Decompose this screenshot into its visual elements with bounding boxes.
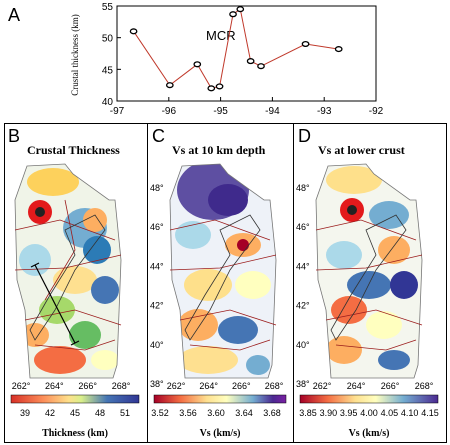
colorbar-tick-labels: 3.85 3.90 3.95 4.00 4.05 4.10 4.15 — [299, 408, 439, 418]
y-tick-label: 44° — [296, 261, 310, 271]
panel-c-title: Vs at 10 km depth — [172, 143, 266, 157]
data-point — [229, 11, 237, 18]
colorbar-tick-label: 3.90 — [320, 408, 338, 418]
x-tick-label: 268° — [415, 381, 434, 391]
y-tick-label: 48° — [150, 183, 164, 193]
x-tick-labels: 262° 264° 266° 268° — [313, 381, 434, 391]
y-tick-label: 38° — [296, 379, 310, 389]
x-tick-label: 264° — [347, 381, 366, 391]
data-point — [246, 58, 255, 65]
colorbar-tick-label: 39 — [20, 408, 30, 418]
x-tick-label: 262° — [313, 381, 332, 391]
colorbar-tick-label: 3.68 — [263, 408, 281, 418]
colorbar-tick-label: 4.10 — [401, 408, 419, 418]
data-point — [193, 61, 202, 68]
panel-b-label: B — [8, 126, 21, 146]
colorbar-tick-label: 3.56 — [179, 408, 197, 418]
y-tick-labels: 48° 46° 44° 42° 40° 38° — [296, 183, 310, 389]
y-tick-label: 40 — [102, 97, 114, 108]
colorbar-tick-label: 45 — [70, 408, 80, 418]
data-point — [207, 85, 216, 92]
crustal-thickness-profile-chart: 40 45 50 55 -97 -96 -95 -94 -93 -92 Crustal thic… — [70, 2, 384, 117]
y-axis-label: Crustal thickness (km) — [70, 14, 80, 96]
data-point — [215, 83, 224, 90]
panel-d-title: Vs at lower crust — [318, 143, 405, 157]
data-point — [165, 82, 174, 89]
colorbar-tick-label: 3.64 — [235, 408, 253, 418]
y-tick-label: 40° — [150, 340, 164, 350]
colorbar-tick-labels: 39 42 45 48 51 — [20, 408, 130, 418]
colorbar — [10, 394, 140, 404]
x-tick-label: 266° — [78, 381, 97, 391]
vs-lower-crust-map: 48° 46° 44° 42° 40° 38° 262° 264° 266° 268° 3.85… — [296, 163, 439, 439]
panel-c-label: C — [152, 126, 165, 146]
y-tick-label: 40° — [296, 340, 310, 350]
data-point — [236, 6, 245, 13]
x-tick-label: -96 — [162, 106, 177, 117]
colorbar-tick-labels: 3.52 3.56 3.60 3.64 3.68 — [151, 408, 281, 418]
x-tick-labels: 262° 264° 266° 268° — [167, 381, 284, 391]
plot-frame — [116, 5, 377, 102]
y-tick-labels: 40 45 50 55 — [102, 2, 121, 108]
data-point — [301, 40, 310, 48]
thickness-field — [15, 164, 121, 378]
y-tick-label: 48° — [296, 183, 310, 193]
data-point — [334, 46, 343, 53]
x-tick-label: 264° — [45, 381, 64, 391]
colorbar-label: Vs (km/s) — [349, 428, 390, 439]
colorbar-label: Vs (km/s) — [200, 428, 241, 439]
x-tick-label: -97 — [110, 106, 125, 117]
thickness-series — [129, 6, 343, 92]
y-tick-label: 42° — [150, 301, 164, 311]
colorbar-tick-label: 48 — [95, 408, 105, 418]
vs-10km-map: 48° 46° 44° 42° 40° 38° 262° 264° 266° 268° 3.52… — [150, 163, 287, 439]
x-tick-label: 268° — [265, 381, 284, 391]
data-point — [257, 63, 265, 70]
colorbar-tick-label: 4.00 — [360, 408, 378, 418]
panel-b-title: Crustal Thickness — [27, 143, 120, 157]
colorbar — [153, 394, 287, 404]
colorbar-tick-label: 3.85 — [299, 408, 317, 418]
x-tick-label: 264° — [199, 381, 218, 391]
panel-a-label: A — [8, 5, 21, 25]
x-tick-labels: 262° 264° 266° 268° — [12, 381, 131, 391]
colorbar-tick-label: 3.95 — [340, 408, 358, 418]
mcr-annotation: MCR — [206, 28, 236, 43]
y-tick-label: 46° — [296, 222, 310, 232]
x-tick-label: -95 — [213, 106, 228, 117]
vs-field — [316, 164, 422, 378]
colorbar-tick-label: 3.60 — [207, 408, 225, 418]
panel-d-label: D — [298, 126, 311, 146]
profile-line — [34, 264, 76, 344]
x-tick-label: 266° — [381, 381, 400, 391]
x-tick-label: 262° — [12, 381, 31, 391]
x-tick-label: 262° — [167, 381, 186, 391]
colorbar-tick-label: 3.52 — [151, 408, 169, 418]
x-tick-labels: -97 -96 -95 -94 -93 -92 — [110, 97, 384, 117]
colorbar — [299, 394, 439, 404]
y-tick-label: 42° — [296, 301, 310, 311]
crustal-thickness-map: 262° 264° 266° 268° 39 42 45 48 51 Thickness (k… — [7, 162, 143, 439]
x-tick-label: 266° — [232, 381, 251, 391]
data-point — [129, 28, 138, 35]
panel-a: A 40 45 50 55 -97 -96 -95 -94 -93 -92 Crustal th… — [0, 0, 450, 118]
y-tick-label: 45 — [102, 65, 114, 76]
colorbar-label: Thickness (km) — [42, 428, 108, 439]
y-tick-label: 46° — [150, 222, 164, 232]
vs-field — [170, 164, 276, 378]
colorbar-tick-label: 4.05 — [381, 408, 399, 418]
y-tick-label: 50 — [102, 34, 114, 45]
colorbar-tick-label: 4.15 — [421, 408, 439, 418]
y-tick-label: 44° — [150, 261, 164, 271]
colorbar-tick-label: 51 — [120, 408, 130, 418]
x-tick-label: 268° — [112, 381, 131, 391]
y-tick-label: 55 — [102, 2, 114, 13]
y-tick-labels: 48° 46° 44° 42° 40° 38° — [150, 183, 164, 389]
y-tick-label: 38° — [150, 379, 164, 389]
x-tick-label: -94 — [265, 106, 280, 117]
x-tick-label: -93 — [317, 106, 332, 117]
colorbar-tick-label: 42 — [45, 408, 55, 418]
x-tick-label: -92 — [369, 106, 384, 117]
